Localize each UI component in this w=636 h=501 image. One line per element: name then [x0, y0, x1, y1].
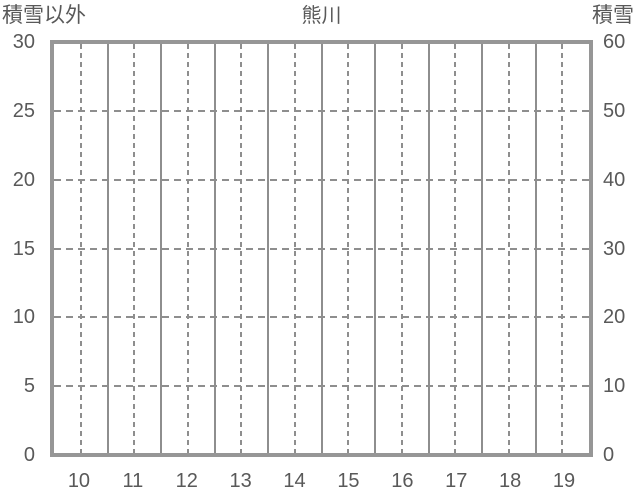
- plot-area: [50, 40, 593, 457]
- y-left-tick-label: 5: [23, 375, 35, 398]
- y-gridline-dashed: [54, 385, 589, 388]
- y-gridline-dashed: [54, 178, 589, 181]
- x-tick-label: 11: [122, 470, 144, 492]
- plot-gridlines: [54, 44, 589, 453]
- x-tick-label: 16: [391, 470, 414, 492]
- chart-title: 熊川: [301, 5, 342, 27]
- y-gridline-dashed: [54, 109, 589, 112]
- y-gridline-dashed: [54, 247, 589, 250]
- x-tick-label: 12: [175, 470, 198, 492]
- y-right-tick-label: 0: [603, 444, 615, 466]
- x-tick-label: 15: [337, 470, 360, 492]
- y-right-tick-label: 60: [603, 31, 626, 53]
- y-right-tick-label: 40: [603, 168, 626, 191]
- y-right-tick-label: 50: [603, 99, 626, 122]
- y-left-tick-label: 15: [12, 237, 35, 260]
- x-tick-label: 17: [445, 470, 468, 492]
- y-left-tick-label: 30: [12, 31, 35, 53]
- y-right-tick-label: 20: [603, 306, 626, 329]
- y-left-tick-label: 10: [12, 306, 35, 329]
- right-axis-title: 積雪: [592, 4, 634, 27]
- y-left-tick-label: 20: [12, 168, 35, 191]
- y-left-tick-label: 0: [23, 444, 35, 466]
- left-axis-title: 積雪以外: [2, 4, 86, 27]
- y-right-tick-label: 10: [603, 375, 626, 398]
- y-left-tick-label: 25: [12, 99, 35, 122]
- y-right-tick-label: 30: [603, 237, 626, 260]
- x-tick-label: 18: [499, 470, 522, 492]
- x-tick-label: 13: [229, 470, 252, 492]
- x-tick-label: 10: [67, 470, 91, 492]
- y-gridline-dashed: [54, 316, 589, 319]
- x-tick-label: 19: [552, 470, 576, 492]
- x-tick-label: 14: [283, 470, 306, 492]
